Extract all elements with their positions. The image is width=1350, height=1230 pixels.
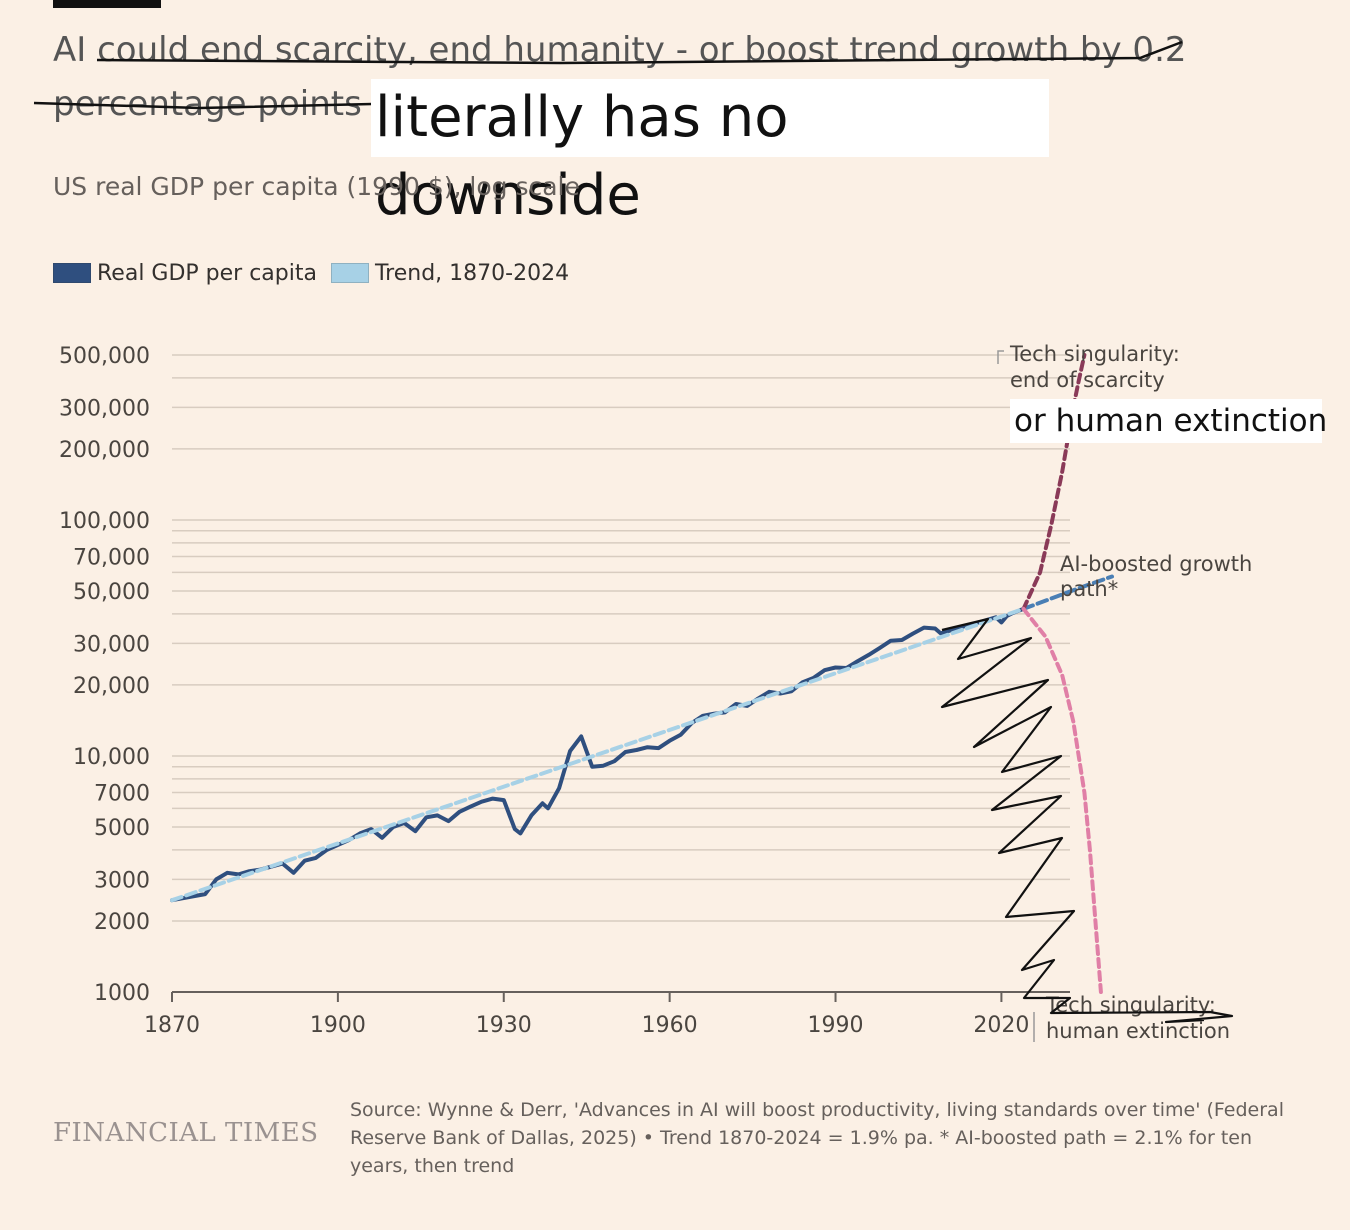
y-tick-label: 1000 [94, 981, 150, 1006]
annotation-scarcity-line2: end of scarcity [1010, 368, 1165, 392]
annotation-ai-boosted-line2: path* [1060, 577, 1118, 601]
top-accent-bar [53, 0, 161, 8]
series-ai-boosted-line [1021, 574, 1114, 611]
y-tick-label: 500,000 [59, 344, 150, 369]
legend-item-trend: Trend, 1870-2024 [330, 260, 570, 286]
y-tick-label: 30,000 [73, 632, 150, 657]
chart-legend: Real GDP per capita Trend, 1870-2024 [53, 258, 583, 288]
annotation-ai-boosted-line1: AI-boosted growth [1060, 552, 1252, 576]
y-tick-label: 20,000 [73, 674, 150, 699]
source-note: Source: Wynne & Derr, 'Advances in AI wi… [350, 1099, 1284, 1177]
series-gdp-line [170, 606, 1026, 903]
x-tick-label: 1990 [808, 1013, 864, 1038]
x-tick-label: 2020 [973, 1013, 1029, 1038]
y-tick-label: 50,000 [73, 580, 150, 605]
y-tick-label: 200,000 [59, 438, 150, 463]
y-tick-label: 3000 [94, 868, 150, 893]
legend-item-gdp: Real GDP per capita [53, 261, 317, 286]
chart-subtitle: US real GDP per capita (1990 $), log sca… [53, 172, 580, 201]
overlay-caption: literally has no downside [371, 79, 1049, 228]
y-tick-label: 10,000 [73, 745, 150, 770]
y-tick-label: 5000 [94, 816, 150, 841]
y-tick-label: 100,000 [59, 509, 150, 534]
annotation-extinction-line2: human extinction [1046, 1019, 1230, 1043]
x-tick-label: 1870 [144, 1013, 200, 1038]
y-tick-label: 70,000 [73, 546, 150, 571]
x-tick-label: 1930 [476, 1013, 532, 1038]
zigzag-scribble [940, 617, 1234, 1024]
legend-label-trend: Trend, 1870-2024 [374, 260, 570, 286]
legend-label-gdp: Real GDP per capita [97, 260, 317, 286]
x-tick-label: 1900 [310, 1013, 366, 1038]
y-tick-label: 7000 [94, 782, 150, 807]
legend-swatch-gdp [53, 263, 91, 283]
y-tick-label: 300,000 [59, 396, 150, 421]
annotation-scarcity-line1: Tech singularity: [1009, 342, 1180, 366]
title-prefix: AI [53, 30, 87, 70]
x-tick-label: 1960 [642, 1013, 698, 1038]
extinction-overlay-box: or human extinction [1010, 399, 1327, 443]
series-trend-line [170, 606, 1026, 903]
ft-logo: FINANCIAL TIMES [53, 1118, 319, 1148]
series-scarcity-line [1021, 353, 1087, 611]
y-tick-label: 2000 [94, 910, 150, 935]
series-extinction-line [1021, 606, 1103, 994]
legend-swatch-trend [330, 263, 369, 283]
